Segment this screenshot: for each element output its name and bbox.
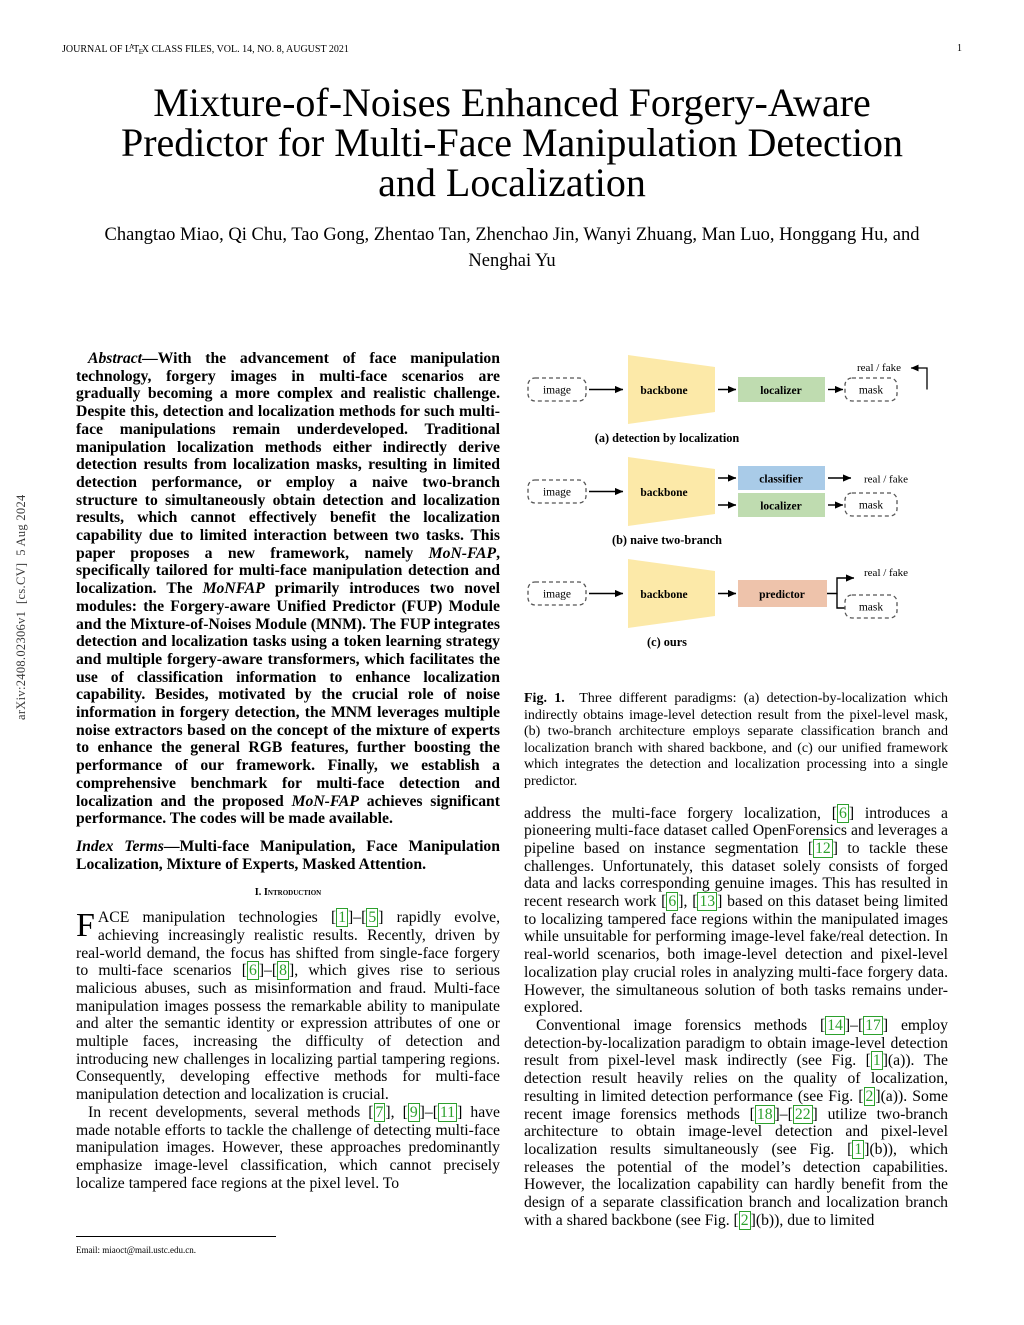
svg-text:backbone: backbone bbox=[640, 385, 687, 397]
svg-text:classifier: classifier bbox=[759, 474, 802, 486]
svg-text:localizer: localizer bbox=[760, 501, 802, 513]
svg-text:localizer: localizer bbox=[760, 385, 802, 397]
svg-text:(c) ours: (c) ours bbox=[647, 635, 687, 649]
svg-text:backbone: backbone bbox=[640, 487, 687, 499]
svg-text:mask: mask bbox=[859, 500, 884, 512]
svg-text:(b) naive two-branch: (b) naive two-branch bbox=[612, 533, 722, 547]
svg-text:(a) detection by localization: (a) detection by localization bbox=[595, 431, 740, 445]
svg-text:real / fake: real / fake bbox=[864, 567, 908, 579]
svg-text:mask: mask bbox=[859, 602, 884, 614]
svg-text:backbone: backbone bbox=[640, 589, 687, 601]
svg-text:image: image bbox=[543, 487, 571, 499]
svg-text:predictor: predictor bbox=[759, 589, 805, 601]
svg-text:mask: mask bbox=[859, 385, 884, 397]
svg-text:image: image bbox=[543, 385, 571, 397]
svg-text:image: image bbox=[543, 589, 571, 601]
svg-text:real / fake: real / fake bbox=[864, 474, 908, 486]
svg-text:real / fake: real / fake bbox=[857, 362, 901, 374]
